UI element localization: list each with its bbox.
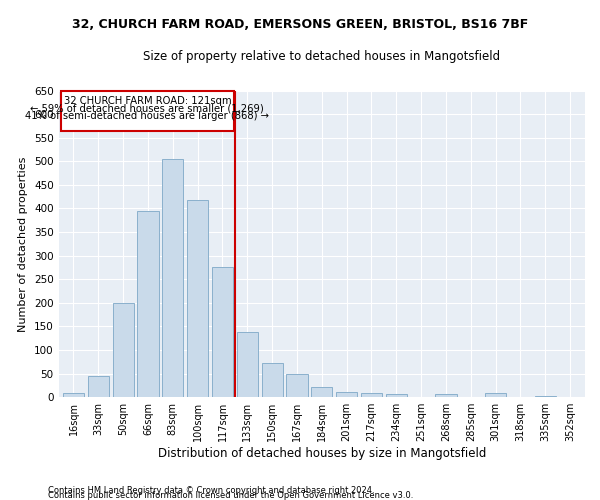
- Bar: [485, 394, 506, 397]
- Bar: [212, 268, 233, 397]
- Title: Size of property relative to detached houses in Mangotsfield: Size of property relative to detached ho…: [143, 50, 500, 63]
- Bar: [113, 303, 134, 397]
- X-axis label: Distribution of detached houses by size in Mangotsfield: Distribution of detached houses by size …: [158, 447, 486, 460]
- Bar: [187, 200, 208, 397]
- Text: 41% of semi-detached houses are larger (868) →: 41% of semi-detached houses are larger (…: [25, 112, 269, 122]
- FancyBboxPatch shape: [61, 92, 233, 130]
- Y-axis label: Number of detached properties: Number of detached properties: [19, 156, 28, 332]
- Bar: [162, 159, 184, 397]
- Bar: [137, 211, 158, 397]
- Text: 32, CHURCH FARM ROAD, EMERSONS GREEN, BRISTOL, BS16 7BF: 32, CHURCH FARM ROAD, EMERSONS GREEN, BR…: [72, 18, 528, 30]
- Bar: [237, 332, 258, 397]
- Text: ← 59% of detached houses are smaller (1,269): ← 59% of detached houses are smaller (1,…: [31, 104, 264, 114]
- Bar: [386, 394, 407, 397]
- Bar: [63, 394, 84, 397]
- Text: 32 CHURCH FARM ROAD: 121sqm: 32 CHURCH FARM ROAD: 121sqm: [64, 96, 231, 106]
- Text: Contains public sector information licensed under the Open Government Licence v3: Contains public sector information licen…: [48, 491, 413, 500]
- Bar: [311, 387, 332, 397]
- Bar: [88, 376, 109, 397]
- Bar: [535, 396, 556, 397]
- Bar: [262, 363, 283, 397]
- Text: Contains HM Land Registry data © Crown copyright and database right 2024.: Contains HM Land Registry data © Crown c…: [48, 486, 374, 495]
- Bar: [436, 394, 457, 397]
- Bar: [361, 394, 382, 397]
- Bar: [336, 392, 357, 397]
- Bar: [286, 374, 308, 397]
